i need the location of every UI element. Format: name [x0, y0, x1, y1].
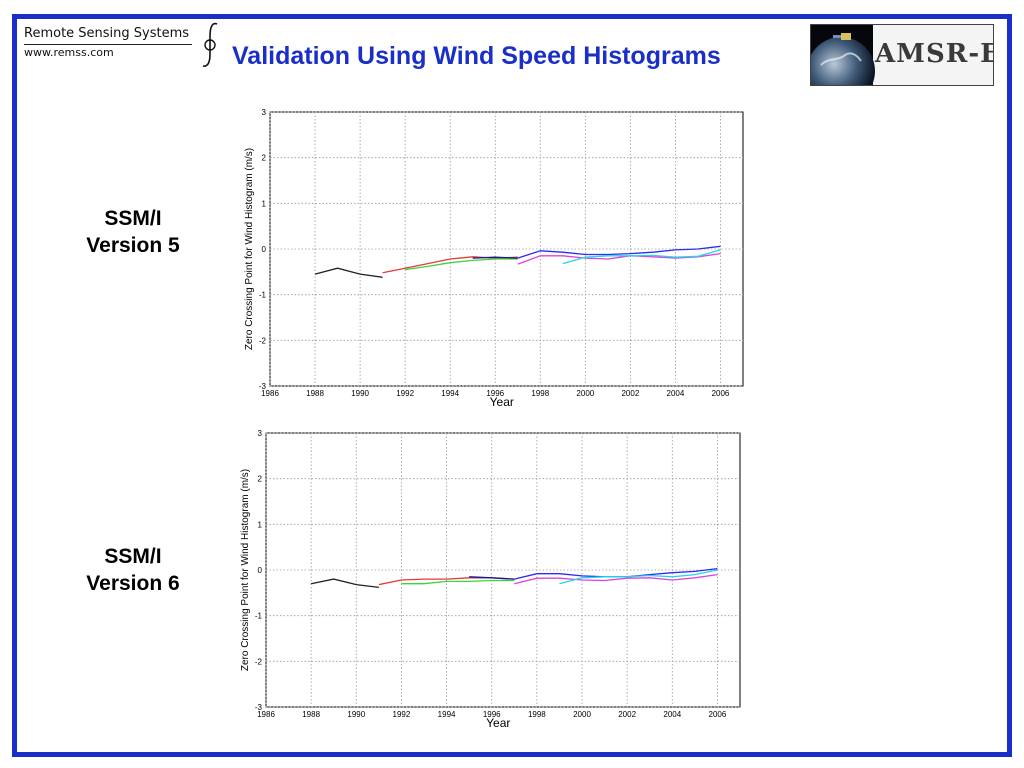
- logo-rule: [24, 44, 192, 45]
- x-tick-label: 2002: [621, 389, 639, 398]
- org-logo: Remote Sensing Systems www.remss.com: [24, 22, 224, 72]
- x-tick-label: 1998: [528, 710, 546, 719]
- series-line-5: [514, 573, 718, 585]
- earth-icon: [811, 25, 875, 85]
- y-tick-label: -1: [259, 291, 267, 300]
- y-tick-label: -1: [255, 612, 263, 621]
- chart-version-6: 1986 1988 1990 1992 1994 1996 1998 2000 2002 2004…: [240, 429, 741, 730]
- x-tick-label: 1988: [302, 710, 320, 719]
- series-line-0: [310, 578, 379, 589]
- x-tick-label: 2002: [618, 710, 636, 719]
- x-tick-label: 1988: [306, 389, 324, 398]
- org-name: Remote Sensing Systems: [24, 26, 190, 41]
- y-tick-label: 2: [262, 154, 267, 163]
- x-tick-label: 1996: [483, 710, 501, 719]
- series-line-1: [382, 256, 518, 274]
- series-line-2: [405, 258, 518, 271]
- y-tick-label: 3: [262, 108, 267, 117]
- x-tick-label: 1986: [261, 389, 279, 398]
- x-tick-label: 2000: [573, 710, 591, 719]
- x-tick-label: 1996: [486, 389, 504, 398]
- y-tick-label: 1: [262, 199, 267, 208]
- x-tick-label: 2004: [663, 710, 681, 719]
- panel-label-line1: SSM/I: [104, 207, 162, 230]
- y-tick-label: 3: [258, 429, 263, 438]
- x-axis-label: Year: [490, 395, 514, 408]
- y-tick-label: -3: [255, 703, 263, 712]
- y-tick-label: -3: [259, 382, 267, 391]
- slide-title: Validation Using Wind Speed Histograms: [232, 42, 721, 70]
- org-url: www.remss.com: [24, 46, 114, 59]
- panel-label-line1: SSM/I: [104, 545, 162, 568]
- x-tick-label: 1992: [396, 389, 414, 398]
- series-line-4: [517, 245, 721, 259]
- x-tick-label: 1990: [351, 389, 369, 398]
- y-tick-label: 0: [262, 245, 267, 254]
- series-line-0: [314, 267, 383, 278]
- series-line-2: [401, 579, 515, 585]
- series-line-5: [517, 252, 721, 265]
- amsr-e-logo: AMSR-E: [810, 24, 994, 86]
- x-axis-label: Year: [486, 716, 510, 730]
- series-line-6: [559, 569, 718, 585]
- y-tick-label: 1: [258, 520, 263, 529]
- x-tick-label: 1998: [531, 389, 549, 398]
- slide-frame: [12, 14, 1012, 757]
- series-line-3: [469, 576, 515, 580]
- panel-label-version-5: SSM/I Version 5: [58, 205, 208, 259]
- series-line-6: [562, 249, 721, 265]
- plot-area: [265, 432, 741, 708]
- y-tick-label: 2: [258, 475, 263, 484]
- y-axis-label: Zero Crossing Point for Wind Histogram (…: [240, 469, 251, 671]
- panel-label-line2: Version 5: [86, 234, 180, 257]
- integral-icon: [202, 22, 218, 67]
- y-tick-label: -2: [255, 657, 263, 666]
- x-tick-label: 2006: [712, 389, 730, 398]
- x-tick-label: 2000: [576, 389, 594, 398]
- x-tick-label: 2004: [667, 389, 685, 398]
- y-axis-label: Zero Crossing Point for Wind Histogram (…: [244, 148, 255, 350]
- y-tick-label: 0: [258, 566, 263, 575]
- x-tick-label: 1986: [257, 710, 275, 719]
- x-tick-label: 1994: [441, 389, 459, 398]
- panel-label-version-6: SSM/I Version 6: [58, 543, 208, 597]
- amsr-e-text: AMSR-E: [875, 39, 994, 69]
- x-tick-label: 1990: [347, 710, 365, 719]
- x-tick-label: 2006: [709, 710, 727, 719]
- x-tick-label: 1992: [393, 710, 411, 719]
- series-line-3: [472, 256, 518, 259]
- panel-label-line2: Version 6: [86, 572, 180, 595]
- chart-version-5: 1986 1988 1990 1992 1994 1996 1998 2000 2002 2004…: [244, 108, 744, 408]
- x-tick-label: 1994: [438, 710, 456, 719]
- y-tick-label: -2: [259, 336, 267, 345]
